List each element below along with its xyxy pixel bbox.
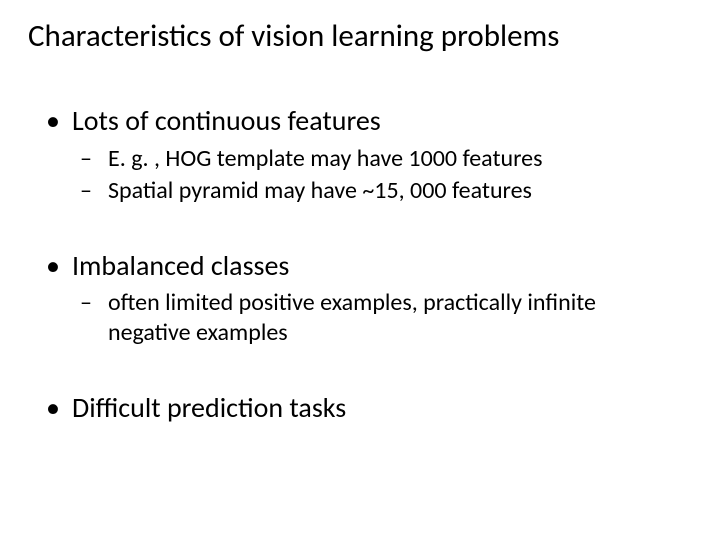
- dash-marker-icon: –: [80, 176, 108, 206]
- slide-content: • Lots of continuous features – E. g. , …: [28, 103, 692, 426]
- sub-bullet-item: – often limited positive examples, pract…: [36, 288, 692, 348]
- bullet-item: • Imbalanced classes: [36, 248, 692, 284]
- sub-bullet-item: – Spatial pyramid may have ~15, 000 feat…: [36, 176, 692, 206]
- sub-bullet-text: Spatial pyramid may have ~15, 000 featur…: [108, 176, 692, 206]
- bullet-text: Lots of continuous features: [72, 103, 692, 139]
- sub-bullet-text: E. g. , HOG template may have 1000 featu…: [108, 144, 692, 174]
- bullet-marker-icon: •: [36, 248, 72, 284]
- spacer: [36, 208, 692, 248]
- bullet-marker-icon: •: [36, 390, 72, 426]
- bullet-text: Imbalanced classes: [72, 248, 692, 284]
- spacer: [36, 350, 692, 390]
- dash-marker-icon: –: [80, 288, 108, 348]
- bullet-marker-icon: •: [36, 103, 72, 139]
- sub-bullet-text: often limited positive examples, practic…: [108, 288, 692, 348]
- bullet-text: Difficult prediction tasks: [72, 390, 692, 426]
- bullet-item: • Lots of continuous features: [36, 103, 692, 139]
- dash-marker-icon: –: [80, 144, 108, 174]
- bullet-item: • Difficult prediction tasks: [36, 390, 692, 426]
- sub-bullet-item: – E. g. , HOG template may have 1000 fea…: [36, 144, 692, 174]
- slide-title: Characteristics of vision learning probl…: [28, 18, 692, 55]
